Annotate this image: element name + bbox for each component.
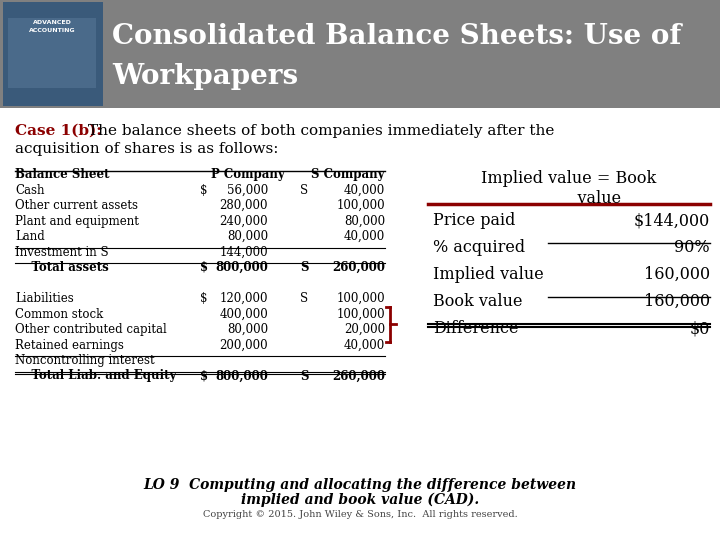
Text: Implied value = Book
            value: Implied value = Book value bbox=[482, 170, 657, 207]
FancyBboxPatch shape bbox=[8, 18, 96, 88]
Text: $0: $0 bbox=[690, 320, 710, 337]
Text: Consolidated Balance Sheets: Use of: Consolidated Balance Sheets: Use of bbox=[112, 23, 681, 50]
Text: 80,000: 80,000 bbox=[227, 230, 268, 243]
Text: implied and book value (CAD).: implied and book value (CAD). bbox=[241, 493, 479, 508]
Text: ACCOUNTING: ACCOUNTING bbox=[29, 28, 76, 32]
Text: S: S bbox=[300, 184, 308, 197]
Text: The balance sheets of both companies immediately after the: The balance sheets of both companies imm… bbox=[88, 124, 554, 138]
Text: Book value: Book value bbox=[433, 293, 523, 310]
Text: 100,000: 100,000 bbox=[336, 307, 385, 321]
Text: Liabilities: Liabilities bbox=[15, 292, 73, 305]
Text: 100,000: 100,000 bbox=[336, 199, 385, 212]
Text: 144,000: 144,000 bbox=[220, 246, 268, 259]
Text: 280,000: 280,000 bbox=[220, 199, 268, 212]
Text: Total Liab. and Equity: Total Liab. and Equity bbox=[15, 369, 176, 382]
Text: Implied value: Implied value bbox=[433, 266, 544, 283]
Text: acquisition of shares is as follows:: acquisition of shares is as follows: bbox=[15, 142, 279, 156]
Text: S: S bbox=[300, 292, 308, 305]
Text: Price paid: Price paid bbox=[433, 212, 516, 229]
Text: 200,000: 200,000 bbox=[220, 339, 268, 352]
Text: Case 1(b):: Case 1(b): bbox=[15, 124, 102, 138]
Text: 160,000: 160,000 bbox=[644, 266, 710, 283]
Text: 240,000: 240,000 bbox=[220, 214, 268, 227]
Text: 400,000: 400,000 bbox=[220, 307, 268, 321]
Text: Other contributed capital: Other contributed capital bbox=[15, 323, 167, 336]
Text: $: $ bbox=[200, 369, 208, 382]
Text: Difference: Difference bbox=[433, 320, 518, 337]
Text: $: $ bbox=[200, 184, 207, 197]
Text: 40,000: 40,000 bbox=[343, 184, 385, 197]
Text: 800,000: 800,000 bbox=[215, 261, 268, 274]
Text: Investment in S: Investment in S bbox=[15, 246, 109, 259]
Text: 90%: 90% bbox=[675, 239, 710, 256]
Text: % acquired: % acquired bbox=[433, 239, 525, 256]
Text: S Company: S Company bbox=[311, 168, 384, 181]
Text: ADVANCED: ADVANCED bbox=[32, 21, 71, 25]
FancyBboxPatch shape bbox=[0, 0, 720, 108]
Text: 800,000: 800,000 bbox=[215, 369, 268, 382]
Text: Copyright © 2015. John Wiley & Sons, Inc.  All rights reserved.: Copyright © 2015. John Wiley & Sons, Inc… bbox=[202, 510, 518, 519]
Text: Common stock: Common stock bbox=[15, 307, 103, 321]
Text: 260,000: 260,000 bbox=[332, 261, 385, 274]
Text: 160,000: 160,000 bbox=[644, 293, 710, 310]
FancyBboxPatch shape bbox=[3, 2, 103, 106]
Text: $144,000: $144,000 bbox=[634, 212, 710, 229]
Text: 56,000: 56,000 bbox=[227, 184, 268, 197]
Text: Workpapers: Workpapers bbox=[112, 63, 298, 90]
Text: LO 9  Computing and allocating the difference between: LO 9 Computing and allocating the differ… bbox=[143, 478, 577, 492]
Text: 120,000: 120,000 bbox=[220, 292, 268, 305]
Text: $: $ bbox=[200, 292, 207, 305]
Text: Land: Land bbox=[15, 230, 45, 243]
Text: Noncontrolling interest: Noncontrolling interest bbox=[15, 354, 155, 367]
Text: 260,000: 260,000 bbox=[332, 369, 385, 382]
Text: Other current assets: Other current assets bbox=[15, 199, 138, 212]
Text: 100,000: 100,000 bbox=[336, 292, 385, 305]
Text: 40,000: 40,000 bbox=[343, 339, 385, 352]
Text: Retained earnings: Retained earnings bbox=[15, 339, 124, 352]
Text: Cash: Cash bbox=[15, 184, 45, 197]
Text: 80,000: 80,000 bbox=[344, 214, 385, 227]
Text: 80,000: 80,000 bbox=[227, 323, 268, 336]
Text: Plant and equipment: Plant and equipment bbox=[15, 214, 139, 227]
Text: Total assets: Total assets bbox=[15, 261, 109, 274]
Text: P Company: P Company bbox=[211, 168, 285, 181]
Text: 40,000: 40,000 bbox=[343, 230, 385, 243]
Text: Balance Sheet: Balance Sheet bbox=[15, 168, 109, 181]
Text: S: S bbox=[300, 369, 308, 382]
Text: S: S bbox=[300, 261, 308, 274]
Text: 20,000: 20,000 bbox=[344, 323, 385, 336]
Text: $: $ bbox=[200, 261, 208, 274]
